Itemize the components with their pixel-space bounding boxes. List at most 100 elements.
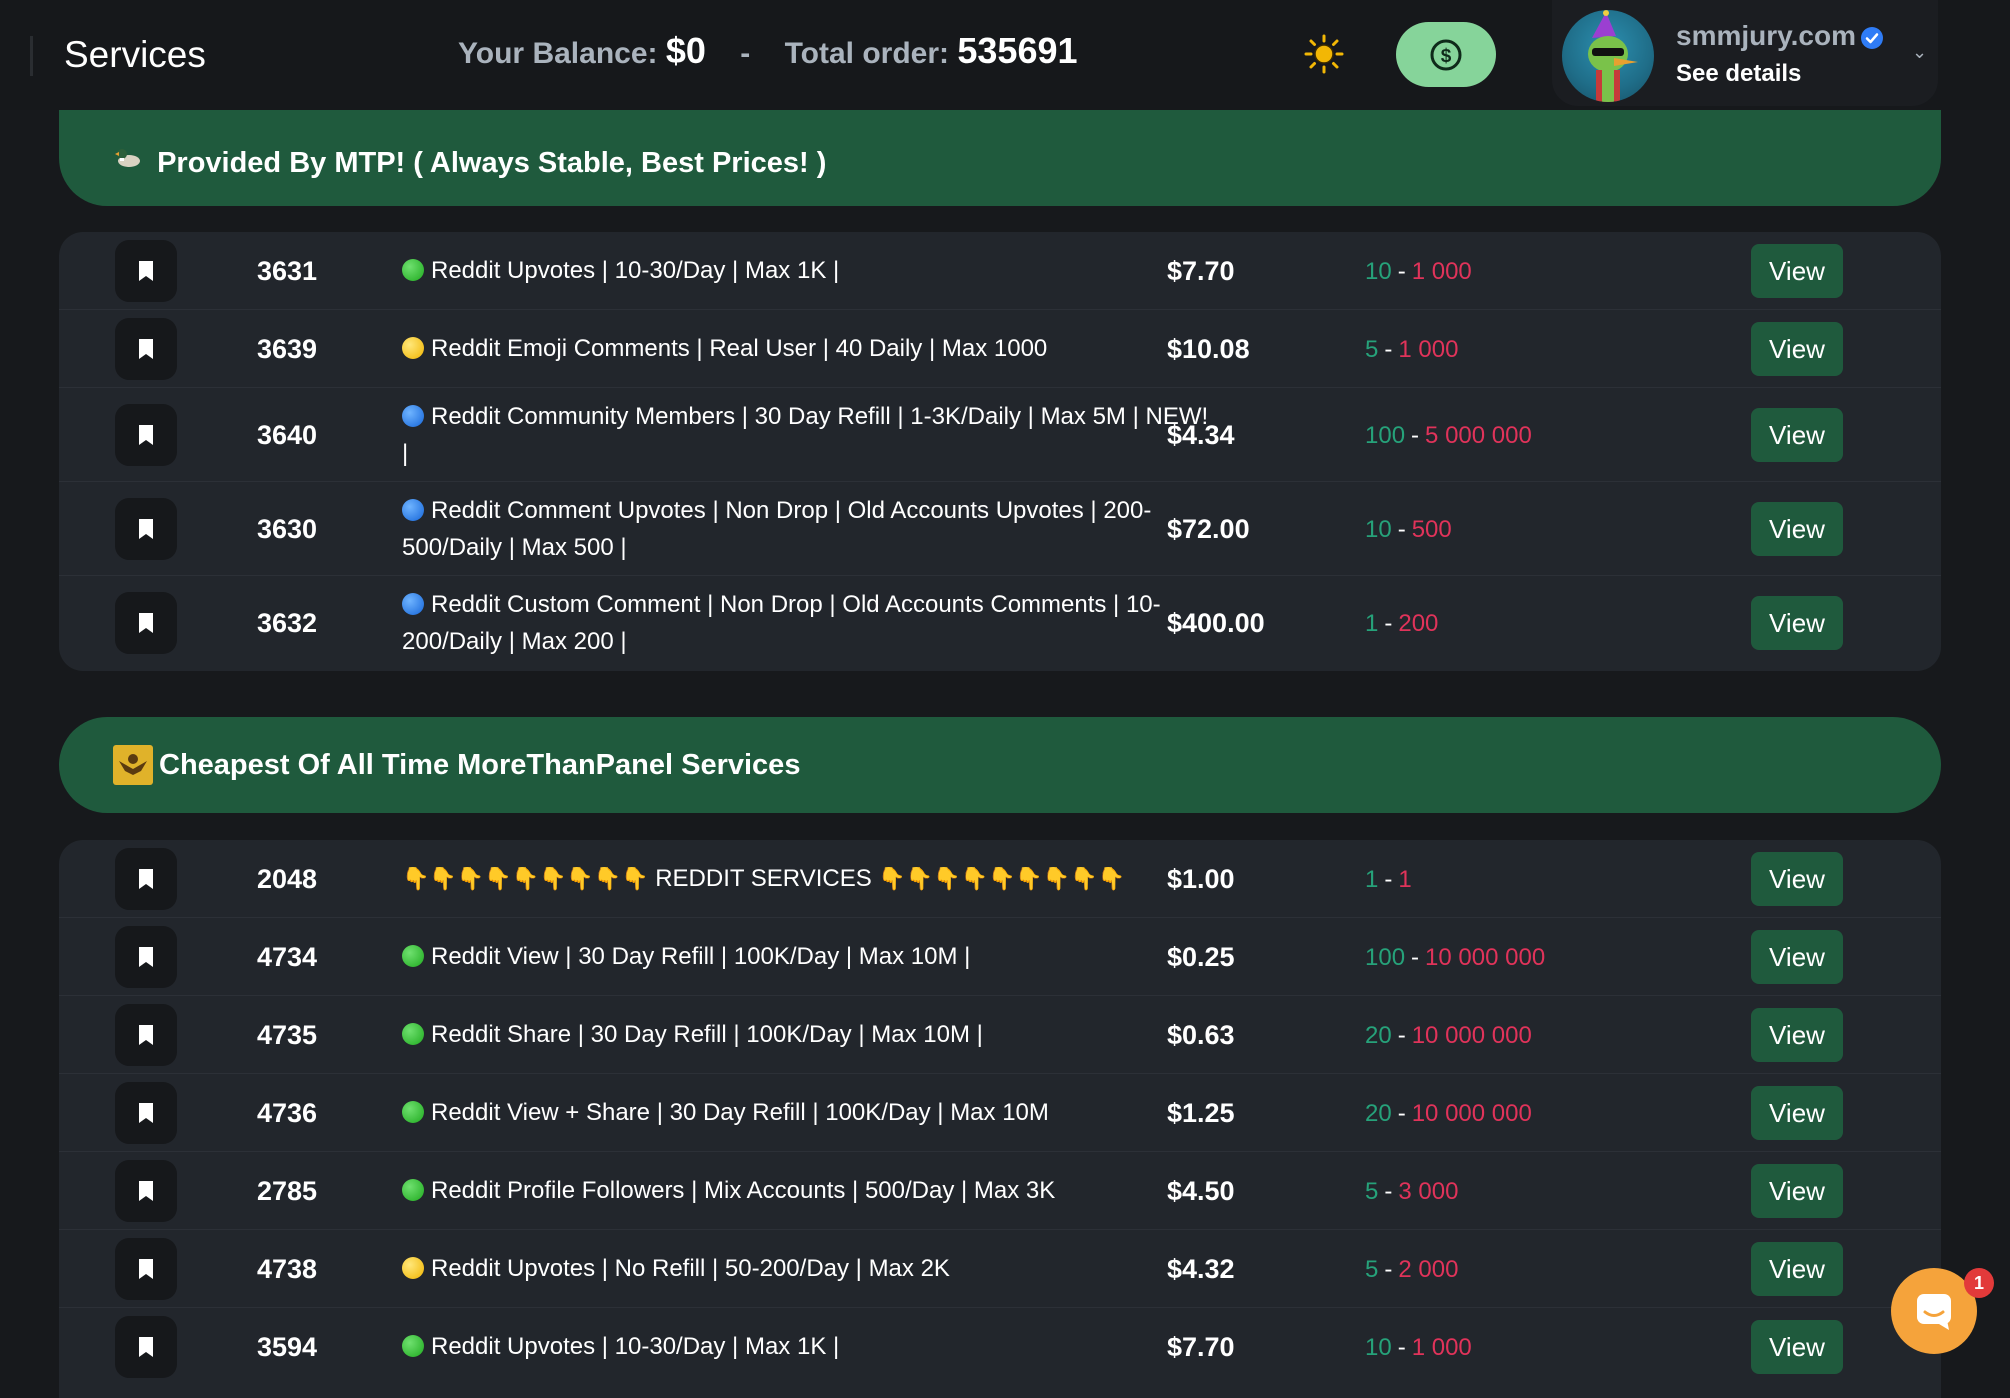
service-name: Reddit Emoji Comments | Real User | 40 D…	[402, 330, 1212, 367]
green-dot-icon	[402, 1023, 424, 1045]
page-title: Services	[64, 34, 206, 75]
service-name: Reddit Comment Upvotes | Non Drop | Old …	[402, 497, 1152, 561]
view-button[interactable]: View	[1751, 1008, 1843, 1062]
bookmark-button[interactable]	[115, 240, 177, 302]
bookmark-icon	[139, 1337, 153, 1357]
table-row: 4736 Reddit View + Share | 30 Day Refill…	[59, 1074, 1941, 1152]
bookmark-button[interactable]	[115, 1160, 177, 1222]
service-price: $0.25	[1167, 942, 1235, 972]
blue-dot-icon	[402, 499, 424, 521]
service-name: Reddit Community Members | 30 Day Refill…	[402, 403, 1209, 467]
add-funds-button[interactable]: $	[1396, 22, 1496, 87]
service-name: Reddit Upvotes | 10-30/Day | Max 1K |	[402, 252, 1212, 289]
pointing-down-icons: 👇👇👇👇👇👇👇👇👇	[402, 866, 649, 891]
min-max-range: 20-10 000 000	[1365, 1022, 1532, 1049]
min-max-range: 10-1 000	[1365, 1334, 1472, 1361]
bookmark-button[interactable]	[115, 1004, 177, 1066]
service-price: $72.00	[1167, 514, 1250, 544]
avatar	[1562, 10, 1654, 102]
bookmark-icon	[139, 947, 153, 967]
view-button[interactable]: View	[1751, 930, 1843, 984]
theme-toggle-button[interactable]	[1302, 32, 1346, 76]
service-id: 3639	[257, 334, 318, 364]
table-row: 4734 Reddit View | 30 Day Refill | 100K/…	[59, 918, 1941, 996]
bookmark-button[interactable]	[115, 498, 177, 560]
see-details-link[interactable]: See details	[1676, 60, 1802, 87]
service-id: 3630	[257, 514, 318, 544]
chat-launcher-button[interactable]	[1891, 1268, 1977, 1354]
bookmark-button[interactable]	[115, 848, 177, 910]
view-button[interactable]: View	[1751, 852, 1843, 906]
min-max-range: 100-5 000 000	[1365, 422, 1532, 449]
view-button[interactable]: View	[1751, 1242, 1843, 1296]
view-button[interactable]: View	[1751, 1320, 1843, 1374]
services-table: 3631 Reddit Upvotes | 10-30/Day | Max 1K…	[59, 232, 1941, 671]
balance-separator: -	[740, 37, 751, 70]
service-price: $7.70	[1167, 256, 1235, 286]
bookmark-icon	[139, 425, 153, 445]
bookmark-icon	[139, 1181, 153, 1201]
min-max-range: 1-200	[1365, 610, 1439, 637]
sun-icon	[1304, 34, 1344, 74]
view-button[interactable]: View	[1751, 408, 1843, 462]
view-button[interactable]: View	[1751, 1164, 1843, 1218]
category-header-morethanpanel: Cheapest Of All Time MoreThanPanel Servi…	[59, 717, 1941, 813]
bookmark-button[interactable]	[115, 1238, 177, 1300]
category-header-mtp: Provided By MTP! ( Always Stable, Best P…	[59, 108, 1941, 206]
bookmark-button[interactable]	[115, 318, 177, 380]
bookmark-icon	[139, 339, 153, 359]
balance-value: $0	[665, 30, 706, 71]
bookmark-button[interactable]	[115, 592, 177, 654]
min-max-range: 5-1 000	[1365, 336, 1459, 363]
bookmark-button[interactable]	[115, 1082, 177, 1144]
chat-bubble-icon	[1917, 1294, 1951, 1330]
service-id: 2785	[257, 1176, 318, 1206]
bookmark-button[interactable]	[115, 1316, 177, 1378]
table-row: 3631 Reddit Upvotes | 10-30/Day | Max 1K…	[59, 232, 1941, 310]
service-name: Reddit Share | 30 Day Refill | 100K/Day …	[402, 1016, 1212, 1053]
eagle-emblem-icon	[113, 745, 153, 785]
profile-menu[interactable]: smmjury.com See details ⌄	[1552, 0, 1938, 106]
min-max-range: 5-3 000	[1365, 1178, 1459, 1205]
green-dot-icon	[402, 1101, 424, 1123]
table-row: 3594 Reddit Upvotes | 10-30/Day | Max 1K…	[59, 1308, 1941, 1386]
service-price: $4.32	[1167, 1254, 1235, 1284]
balance-summary: Your Balance: $0 - Total order: 535691	[458, 30, 1078, 72]
min-max-range: 20-10 000 000	[1365, 1100, 1532, 1127]
table-row: 4735 Reddit Share | 30 Day Refill | 100K…	[59, 996, 1941, 1074]
chat-unread-badge: 1	[1964, 1268, 1994, 1298]
profile-name: smmjury.com	[1676, 20, 1856, 51]
table-row: 3630 Reddit Comment Upvotes | Non Drop |…	[59, 482, 1941, 576]
min-max-range: 100-10 000 000	[1365, 944, 1546, 971]
duck-emoji-icon	[113, 142, 143, 172]
svg-text:$: $	[1441, 46, 1452, 67]
green-dot-icon	[402, 259, 424, 281]
service-id: 3631	[257, 256, 318, 286]
view-button[interactable]: View	[1751, 244, 1843, 298]
service-id: 4734	[257, 942, 318, 972]
min-max-range: 1-1	[1365, 866, 1412, 893]
balance-label: Your Balance:	[458, 37, 658, 70]
chevron-down-icon: ⌄	[1912, 42, 1928, 62]
service-name: Reddit Custom Comment | Non Drop | Old A…	[402, 591, 1161, 655]
view-button[interactable]: View	[1751, 322, 1843, 376]
view-button[interactable]: View	[1751, 1086, 1843, 1140]
service-name: Reddit Upvotes | 10-30/Day | Max 1K |	[402, 1328, 1212, 1365]
bookmark-icon	[139, 613, 153, 633]
dollar-circle-icon: $	[1430, 39, 1462, 70]
service-name: Reddit Upvotes | No Refill | 50-200/Day …	[402, 1250, 1212, 1287]
service-price: $1.25	[1167, 1098, 1235, 1128]
service-price: $7.70	[1167, 1332, 1235, 1362]
service-price: $0.63	[1167, 1020, 1235, 1050]
blue-dot-icon	[402, 593, 424, 615]
service-id: 4738	[257, 1254, 318, 1284]
view-button[interactable]: View	[1751, 502, 1843, 556]
bookmark-button[interactable]	[115, 404, 177, 466]
bookmark-icon	[139, 1025, 153, 1045]
service-name: Reddit Profile Followers | Mix Accounts …	[402, 1172, 1212, 1209]
category-title: Provided By MTP! ( Always Stable, Best P…	[157, 147, 827, 179]
category-title: Cheapest Of All Time MoreThanPanel Servi…	[159, 748, 801, 781]
bookmark-icon	[139, 519, 153, 539]
view-button[interactable]: View	[1751, 596, 1843, 650]
bookmark-button[interactable]	[115, 926, 177, 988]
